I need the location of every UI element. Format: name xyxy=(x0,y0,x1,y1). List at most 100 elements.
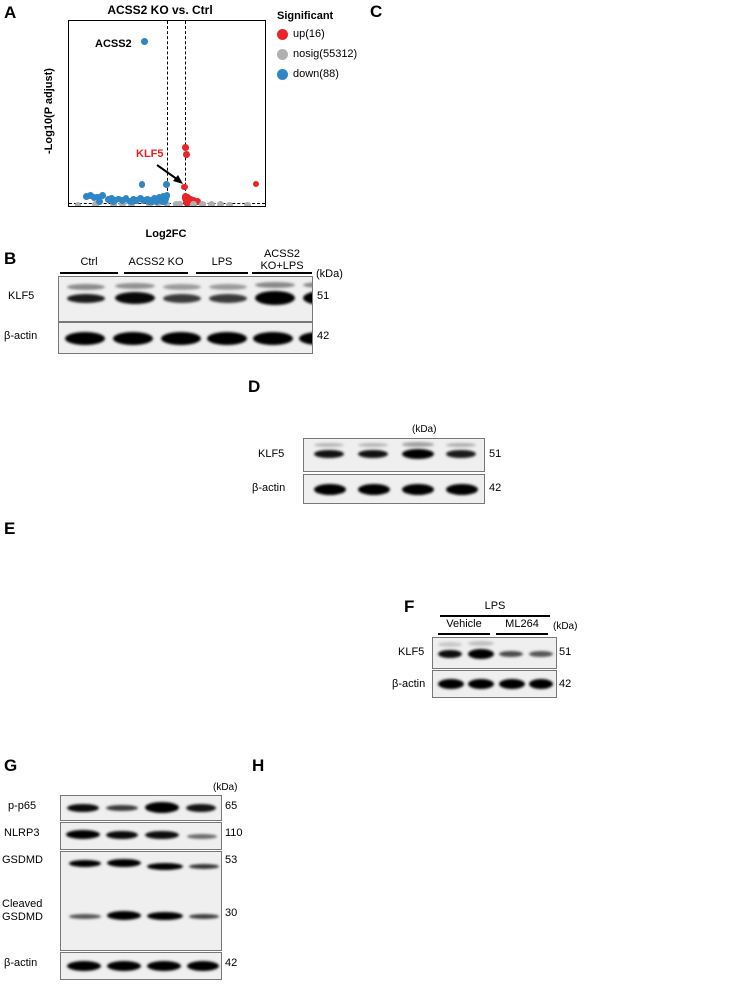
panel-b-blot-klf5 xyxy=(58,276,313,322)
volcano-point xyxy=(74,201,82,206)
panel-e-letter: E xyxy=(4,519,16,538)
panel-b-mw-0: 51 xyxy=(317,290,330,302)
volcano-point xyxy=(208,201,215,206)
panel-d-letter: D xyxy=(248,377,261,396)
volcano-point xyxy=(225,201,233,206)
panel-g-row-label-3-text: Cleaved GSDMD xyxy=(2,898,43,923)
volcano-point xyxy=(176,200,183,206)
panel-g-row-label-2: GSDMD xyxy=(2,854,43,866)
volcano-point xyxy=(119,197,126,204)
panel-f-kda-header: (kDa) xyxy=(553,621,578,632)
volcano-point xyxy=(92,201,100,206)
volcano-point xyxy=(172,200,180,206)
volcano-point xyxy=(199,200,207,206)
volcano-point xyxy=(110,198,117,205)
panel-b-lane-1: ACSS2 KO xyxy=(128,256,184,268)
panel-f-mw-0: 51 xyxy=(559,646,572,658)
panel-g-kda-header: (kDa) xyxy=(213,782,238,793)
panel-d-row-label-1: β-actin xyxy=(252,482,286,494)
panel-d-blot-klf5 xyxy=(303,438,485,472)
panel-a-title: ACSS2 KO vs. Ctrl xyxy=(107,3,213,17)
panel-a-xlabel: Log2FC xyxy=(145,228,187,240)
volcano-point xyxy=(104,195,112,203)
panel-g-blot-pp65 xyxy=(60,795,222,821)
volcano-point xyxy=(95,197,103,205)
volcano-point xyxy=(152,198,160,206)
panel-b-letter: B xyxy=(4,249,17,268)
volcano-point xyxy=(183,151,190,159)
panel-g-mw-2: 53 xyxy=(225,854,238,866)
panel-g-blot-gsdmd xyxy=(60,851,222,951)
panel-d-kda-header: (kDa) xyxy=(412,424,437,435)
panel-d-mw-1: 42 xyxy=(489,482,502,494)
panel-b-row-label-0: KLF5 xyxy=(8,290,35,302)
panel-g-blot-actin xyxy=(60,952,222,980)
panel-b-lane-0: Ctrl xyxy=(80,256,98,268)
volcano-point xyxy=(243,201,251,206)
panel-d-bar-chart[interactable] xyxy=(570,433,690,525)
panel-h-chart-gsdmdn[interactable] xyxy=(615,882,711,967)
legend-swatch-down xyxy=(277,69,288,80)
volcano-point xyxy=(140,197,148,204)
annotation-acss2: ACSS2 xyxy=(95,38,132,50)
volcano-point xyxy=(83,193,91,201)
panel-f-mw-1: 42 xyxy=(559,678,572,690)
volcano-point xyxy=(217,201,224,206)
panel-g-mw-3: 30 xyxy=(225,907,238,919)
volcano-plot[interactable] xyxy=(68,20,266,207)
panel-g-letter: G xyxy=(4,756,18,775)
panel-b-row-label-1: β-actin xyxy=(4,330,38,342)
panel-g-mw-1: 110 xyxy=(225,827,243,839)
volcano-threshold-line-1 xyxy=(184,21,186,206)
panel-g-row-label-3: Cleaved GSDMD xyxy=(2,898,58,924)
volcano-point xyxy=(190,201,198,206)
panel-g-row-label-4: β-actin xyxy=(4,957,38,969)
panel-b-lane-3-text: ACSS2 KO+LPS xyxy=(260,248,304,272)
volcano-point xyxy=(163,191,171,199)
volcano-point xyxy=(99,192,107,200)
volcano-point xyxy=(252,180,260,188)
panel-a-letter: A xyxy=(4,3,17,22)
legend-swatch-nosig xyxy=(277,49,288,60)
volcano-point xyxy=(184,194,191,202)
panel-b-kda-header: (kDa) xyxy=(316,268,343,280)
volcano-point xyxy=(182,143,190,151)
panel-f-letter: F xyxy=(404,597,415,616)
panel-f-lane-1: ML264 xyxy=(505,618,539,630)
panel-d-mw-0: 51 xyxy=(489,448,502,460)
legend-label-nosig: nosig(55312) xyxy=(293,48,358,60)
volcano-point xyxy=(108,194,116,202)
panel-b-bar-chart[interactable] xyxy=(90,372,235,497)
volcano-point xyxy=(133,196,141,204)
volcano-point xyxy=(149,197,157,205)
volcano-point xyxy=(181,183,189,191)
volcano-point xyxy=(145,198,153,206)
volcano-point xyxy=(94,193,101,201)
panel-f-blot-actin xyxy=(432,670,557,698)
volcano-point xyxy=(86,192,94,199)
volcano-point xyxy=(136,195,144,203)
legend-label-up: up(16) xyxy=(293,28,325,40)
volcano-point xyxy=(193,198,201,206)
volcano-threshold-line-0 xyxy=(167,21,168,206)
panel-b-blot-actin xyxy=(58,322,313,354)
panel-b-lane-3: ACSS2 KO+LPS xyxy=(244,248,320,272)
panel-f-bar-chart[interactable] xyxy=(648,612,720,702)
panel-f-row-label-1: β-actin xyxy=(392,678,426,690)
legend-swatch-up xyxy=(277,29,288,40)
panel-h-chart-pp65[interactable] xyxy=(292,882,388,967)
panel-g-blot-nlrp3 xyxy=(60,822,222,850)
panel-d-blot-actin xyxy=(303,474,485,504)
panel-g-row-label-0: p-p65 xyxy=(8,800,37,812)
panel-h-chart-nlrp3[interactable] xyxy=(452,882,548,967)
panel-g-mw-0: 65 xyxy=(225,800,238,812)
panel-b-lane-2: LPS xyxy=(211,256,233,268)
panel-b-mw-1: 42 xyxy=(317,330,330,342)
panel-f-group-header: LPS xyxy=(484,600,506,612)
panel-h-letter: H xyxy=(252,756,265,775)
volcano-point xyxy=(159,198,166,205)
volcano-point xyxy=(127,198,135,206)
legend-label-down: down(88) xyxy=(293,68,339,80)
volcano-point xyxy=(184,199,192,206)
annotation-klf5: KLF5 xyxy=(136,148,164,160)
